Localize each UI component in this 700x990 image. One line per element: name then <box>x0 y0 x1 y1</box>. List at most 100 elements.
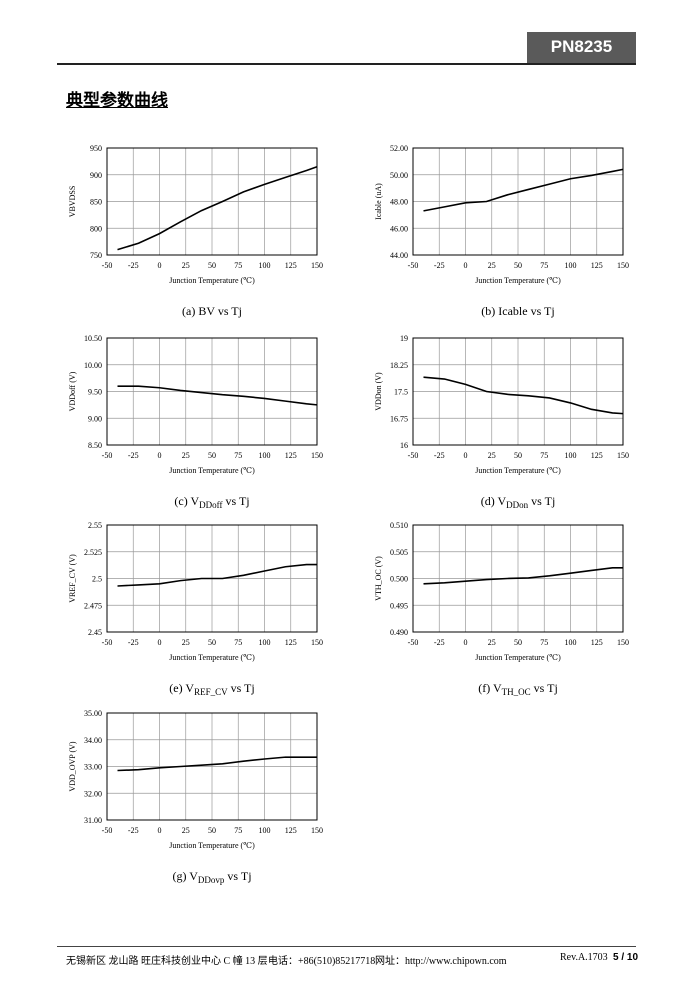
chart: 31.00 32.00 33.00 34.00 35.00 -50 -25 0 25 50 75 10… <box>68 709 323 885</box>
x-tick-label: 100 <box>259 826 271 835</box>
x-tick-label: 125 <box>591 638 603 647</box>
data-line <box>423 376 624 415</box>
y-tick-label: 44.00 <box>390 251 408 260</box>
caption-part: (a) BV vs Tj <box>182 304 242 318</box>
x-axis-label: Junction Temperature (℃) <box>475 466 561 475</box>
y-tick-label: 0.510 <box>390 521 408 530</box>
y-axis-label: VDD_OVP (V) <box>68 741 77 791</box>
y-tick-label: 35.00 <box>84 709 102 718</box>
y-tick-label: 52.00 <box>390 144 408 153</box>
x-tick-label: 75 <box>540 451 548 460</box>
x-tick-label: -50 <box>408 261 419 270</box>
y-tick-label: 900 <box>90 171 102 180</box>
x-tick-label: -25 <box>128 638 139 647</box>
y-tick-label: 16.75 <box>390 414 408 423</box>
x-tick-label: 100 <box>259 261 271 270</box>
chart: 8.50 9.00 9.50 10.00 10.50 -50 -25 0 25 50 75 100 12… <box>68 334 323 510</box>
y-tick-label: 10.50 <box>84 334 102 343</box>
caption-part: REF_CV <box>194 687 228 697</box>
y-tick-label: 0.500 <box>390 575 408 584</box>
x-tick-label: 100 <box>259 451 271 460</box>
x-tick-label: 75 <box>234 261 242 270</box>
caption: (g) VDDovp vs Tj <box>172 869 251 885</box>
x-tick-label: 50 <box>514 638 522 647</box>
x-tick-label: 25 <box>182 826 190 835</box>
x-tick-label: 125 <box>591 451 603 460</box>
x-axis-label: Junction Temperature (℃) <box>169 276 255 285</box>
x-tick-label: 0 <box>464 451 468 460</box>
x-tick-label: 0 <box>158 638 162 647</box>
x-tick-label: -25 <box>434 261 445 270</box>
caption-part: vs Tj <box>531 681 558 695</box>
x-tick-label: 125 <box>285 826 297 835</box>
chart: 750 800 850 900 950 -50 -25 0 25 50 75 100 125 150 VBV… <box>68 144 323 318</box>
caption-part: vs Tj <box>528 494 555 508</box>
caption: (e) VREF_CV vs Tj <box>169 681 254 697</box>
y-tick-label: 850 <box>90 198 102 207</box>
caption-part: (f) V <box>478 681 502 695</box>
footer-phone: 电话：+86(510)85217718 <box>268 956 376 967</box>
y-axis-label: VBVDSS <box>68 186 77 218</box>
x-tick-label: -50 <box>102 638 113 647</box>
y-tick-label: 17.5 <box>394 388 408 397</box>
x-tick-label: 125 <box>285 261 297 270</box>
caption-part: vs Tj <box>223 494 250 508</box>
x-tick-label: -50 <box>408 638 419 647</box>
y-tick-label: 18.25 <box>390 361 408 370</box>
y-tick-label: 2.475 <box>84 601 102 610</box>
x-tick-label: 0 <box>158 826 162 835</box>
x-tick-label: 125 <box>285 451 297 460</box>
caption: (b) Icable vs Tj <box>481 304 554 318</box>
y-axis-label: VDDoff (V) <box>68 371 77 411</box>
x-tick-label: 75 <box>540 638 548 647</box>
x-tick-label: -50 <box>102 826 113 835</box>
plot-frame <box>412 147 624 256</box>
x-tick-label: 150 <box>311 638 323 647</box>
footer-web: 网址：http://www.chipown.com <box>375 956 507 967</box>
caption-part: (b) Icable vs Tj <box>481 304 554 318</box>
x-tick-label: 100 <box>565 638 577 647</box>
y-tick-label: 2.45 <box>88 628 102 637</box>
caption-part: (g) V <box>172 869 198 883</box>
x-tick-label: 25 <box>488 451 496 460</box>
chart: 0.490 0.495 0.500 0.505 0.510 -50 -25 0 25 50 75 10… <box>374 521 629 697</box>
data-line <box>117 385 318 406</box>
chart: 44.00 46.00 48.00 50.00 52.00 -50 -25 0 25 50 75 10… <box>374 144 629 318</box>
y-tick-label: 2.525 <box>84 548 102 557</box>
y-tick-label: 0.490 <box>390 628 408 637</box>
section-title: 典型参数曲线 <box>66 91 168 111</box>
x-tick-label: -25 <box>128 451 139 460</box>
part-box <box>527 32 636 63</box>
x-tick-label: -25 <box>128 261 139 270</box>
caption: (d) VDDon vs Tj <box>481 494 556 510</box>
y-tick-label: 19 <box>400 334 408 343</box>
footer-page: 5 / 10 <box>613 952 639 963</box>
x-axis-label: Junction Temperature (℃) <box>169 466 255 475</box>
footer-rule <box>57 946 636 947</box>
x-tick-label: 150 <box>311 261 323 270</box>
footer-address: 无锡新区 龙山路 旺庄科技创业中心 C 幢 13 层 <box>66 956 268 967</box>
caption: (c) VDDoff vs Tj <box>174 494 249 510</box>
x-tick-label: 25 <box>182 261 190 270</box>
header-rule <box>57 63 636 65</box>
x-axis-label: Junction Temperature (℃) <box>169 653 255 662</box>
plot-frame <box>106 337 318 446</box>
data-line <box>423 168 624 212</box>
x-tick-label: -50 <box>408 451 419 460</box>
x-tick-label: 100 <box>565 261 577 270</box>
caption-part: (e) V <box>169 681 194 695</box>
x-tick-label: 100 <box>565 451 577 460</box>
x-tick-label: 75 <box>234 451 242 460</box>
x-tick-label: 0 <box>158 261 162 270</box>
x-tick-label: 0 <box>464 638 468 647</box>
x-tick-label: 50 <box>208 826 216 835</box>
x-tick-label: 50 <box>514 261 522 270</box>
x-tick-label: 50 <box>208 261 216 270</box>
x-axis-label: Junction Temperature (℃) <box>475 653 561 662</box>
x-tick-label: -50 <box>102 261 113 270</box>
data-line <box>117 756 317 772</box>
y-tick-label: 9.50 <box>88 388 102 397</box>
data-line <box>117 563 317 587</box>
plot-frame <box>412 524 624 633</box>
